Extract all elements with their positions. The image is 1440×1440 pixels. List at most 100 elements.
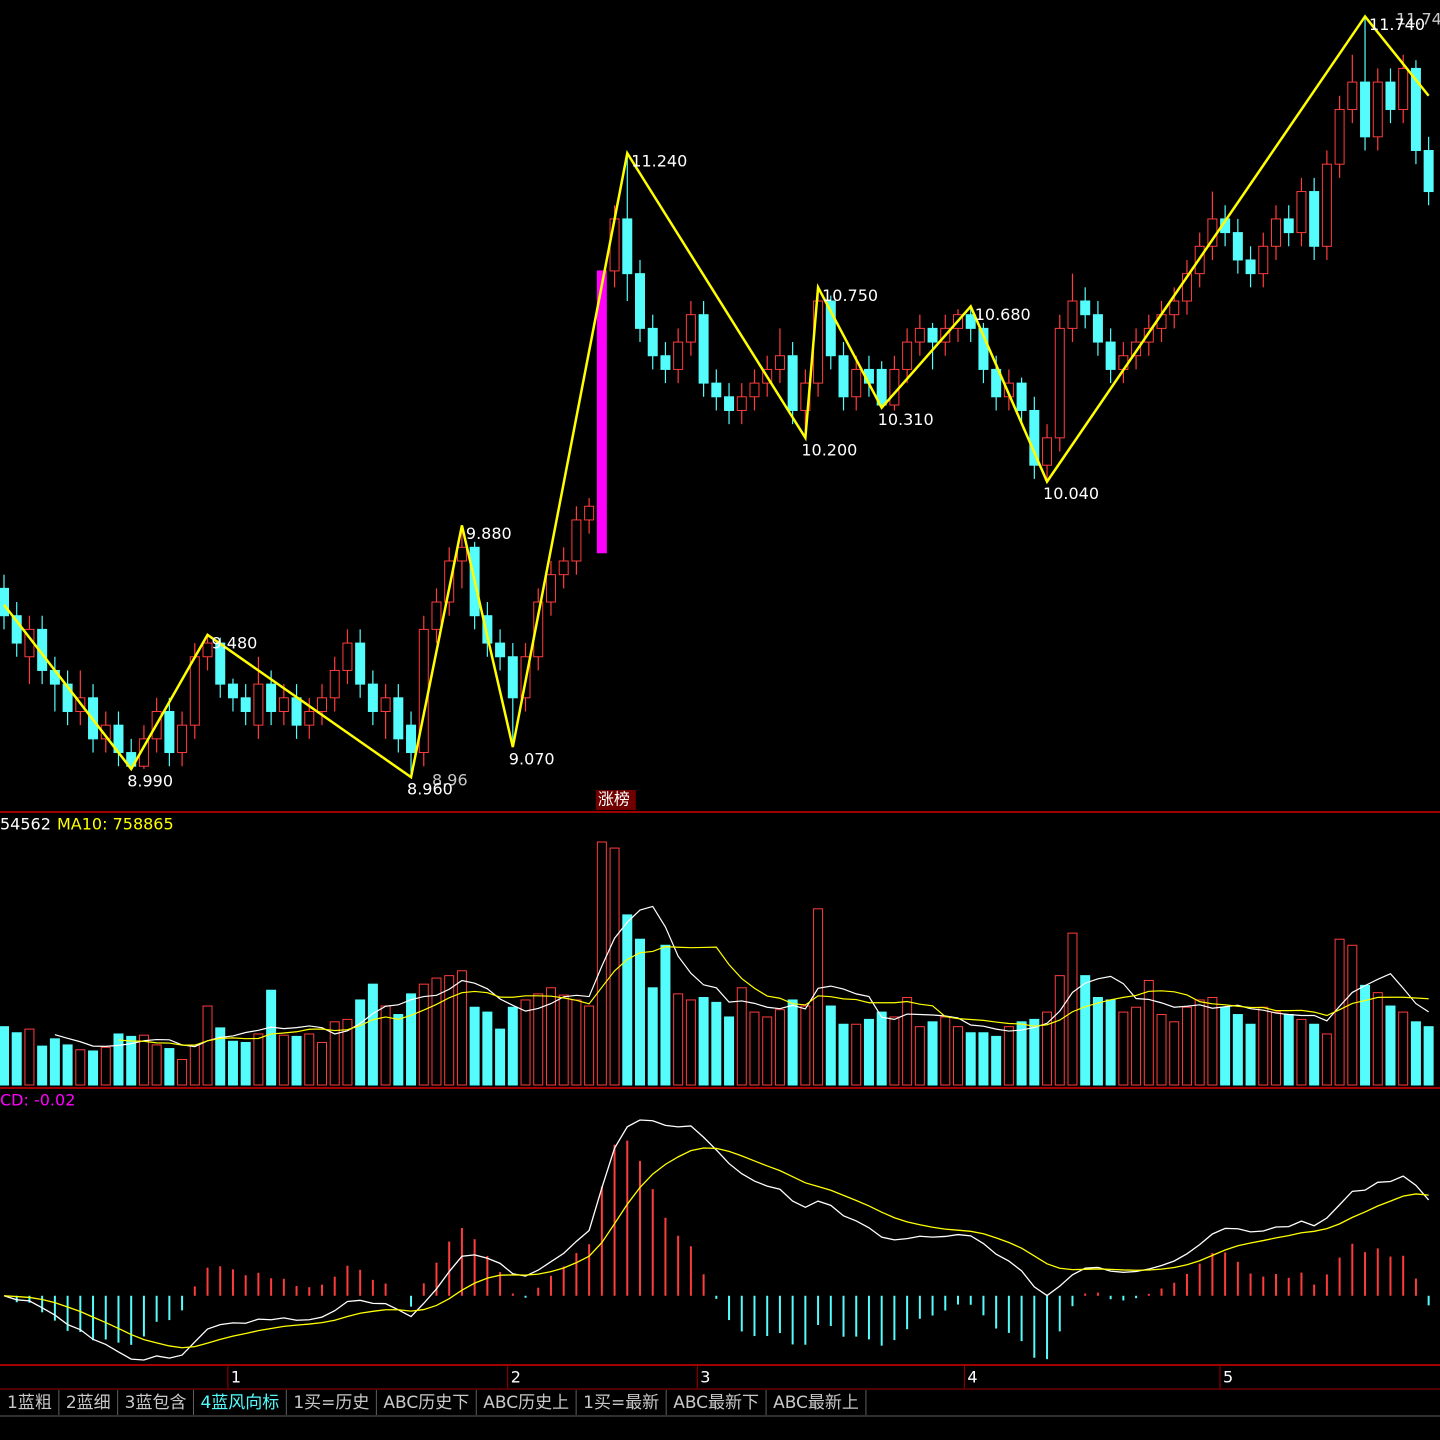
toolbar-tab[interactable]: 1买=最新 xyxy=(583,1393,659,1413)
volume-bar xyxy=(965,1032,976,1086)
toolbar-tab[interactable]: 2蓝细 xyxy=(66,1393,111,1413)
volume-bar xyxy=(253,1033,264,1086)
candle-body xyxy=(1347,81,1358,110)
toolbar-tab[interactable]: 4蓝风向标 xyxy=(200,1393,279,1413)
volume-bar xyxy=(126,1035,137,1086)
candle-body xyxy=(927,327,938,343)
candle-body xyxy=(902,341,913,370)
zigzag-line xyxy=(3,14,1430,780)
volume-bar xyxy=(507,1006,518,1086)
x-tick-label: 3 xyxy=(700,1368,710,1387)
volume-bar xyxy=(1232,1014,1243,1086)
pivot-label: 10.310 xyxy=(878,410,934,429)
volume-bar xyxy=(113,1033,124,1086)
volume-bar xyxy=(889,1016,900,1086)
toolbar-tab[interactable]: ABC历史下 xyxy=(383,1393,469,1413)
volume-bar xyxy=(1194,999,1205,1086)
candle-body xyxy=(495,642,506,658)
volume-bar xyxy=(291,1035,302,1086)
candle-body xyxy=(1131,341,1142,357)
candle-body xyxy=(825,300,836,357)
candle-body xyxy=(596,270,607,554)
volume-bar xyxy=(11,1032,22,1086)
volume-bar xyxy=(1156,1014,1167,1086)
volume-bar xyxy=(902,997,913,1086)
volume-bar xyxy=(991,1035,1002,1086)
candle-body xyxy=(164,710,175,754)
toolbar-tab[interactable]: ABC最新下 xyxy=(673,1393,759,1413)
macd-header: CD: -0.02 xyxy=(0,1091,75,1110)
volume-bar xyxy=(431,977,442,1086)
volume-bar xyxy=(533,993,544,1086)
volume-bar xyxy=(1245,1023,1256,1086)
pivot-label: 11.240 xyxy=(631,152,687,171)
volume-bar xyxy=(1131,1006,1142,1086)
volume-bar xyxy=(571,999,582,1086)
pivot-label: 11.740 xyxy=(1369,15,1425,34)
toolbar-tab[interactable]: ABC历史上 xyxy=(483,1393,569,1413)
candle-body xyxy=(584,505,595,521)
volume-bar xyxy=(227,1040,238,1086)
candle-body xyxy=(1398,67,1409,110)
candle-body xyxy=(571,519,582,562)
candle-body xyxy=(1042,437,1053,466)
toolbar-tab[interactable]: 3蓝包含 xyxy=(125,1393,187,1413)
candle-body xyxy=(1054,327,1065,439)
volume-bar xyxy=(177,1058,188,1086)
candle-body xyxy=(62,683,73,712)
macd-dea-line xyxy=(3,1147,1429,1349)
volume-ma-line xyxy=(54,905,1429,1048)
candle-body xyxy=(329,669,340,699)
x-tick-label: 2 xyxy=(511,1368,521,1387)
pivot-label: 10.200 xyxy=(801,440,857,459)
volume-bar xyxy=(978,1032,989,1086)
volume-bar xyxy=(545,987,556,1086)
volume-bar xyxy=(1169,1021,1180,1086)
volume-bar xyxy=(838,1023,849,1086)
volume-bar xyxy=(736,987,747,1086)
candle-body xyxy=(253,683,264,726)
volume-bar xyxy=(1283,1014,1294,1086)
volume-bar xyxy=(1296,1018,1307,1086)
candle-body xyxy=(317,697,327,712)
volume-bar xyxy=(495,1028,506,1086)
candle-body xyxy=(1385,81,1396,110)
volume-bar xyxy=(584,1005,595,1086)
candle-body xyxy=(456,546,467,562)
candle-body xyxy=(711,382,722,398)
volume-bar xyxy=(940,1016,951,1086)
volume-bar xyxy=(635,938,645,1086)
candle-body xyxy=(685,314,696,343)
toolbar-tab[interactable]: ABC最新上 xyxy=(773,1393,859,1413)
volume-bar xyxy=(1207,997,1218,1086)
volume-bar xyxy=(37,1045,48,1086)
candle-body xyxy=(673,341,684,370)
candle-body xyxy=(1080,300,1091,316)
volume-bar xyxy=(100,1046,111,1086)
volume-bar xyxy=(342,1018,353,1086)
volume-bar xyxy=(367,983,378,1086)
candle-body xyxy=(1360,81,1371,138)
volume-bar xyxy=(444,975,455,1086)
candle-body xyxy=(189,656,200,726)
volume-bar xyxy=(482,1011,493,1086)
volume-bar xyxy=(418,983,429,1086)
candle-body xyxy=(482,615,493,644)
candle-body xyxy=(558,560,569,576)
candle-body xyxy=(11,615,22,644)
toolbar-tab[interactable]: 1蓝粗 xyxy=(7,1393,52,1413)
volume-bar xyxy=(1321,1033,1332,1086)
volume-bar xyxy=(1347,944,1358,1086)
volume-bar xyxy=(1258,1006,1269,1086)
volume-bar xyxy=(685,999,696,1086)
volume-bar xyxy=(1372,992,1383,1086)
macd-dif-line xyxy=(3,1119,1430,1361)
volume-bar xyxy=(1181,1006,1192,1086)
volume-bar xyxy=(813,908,824,1086)
candle-body xyxy=(851,368,862,398)
candle-body xyxy=(1410,67,1421,152)
toolbar-tab[interactable]: 1买=历史 xyxy=(293,1393,369,1413)
volume-bar xyxy=(469,1006,480,1086)
candle-body xyxy=(660,355,671,370)
